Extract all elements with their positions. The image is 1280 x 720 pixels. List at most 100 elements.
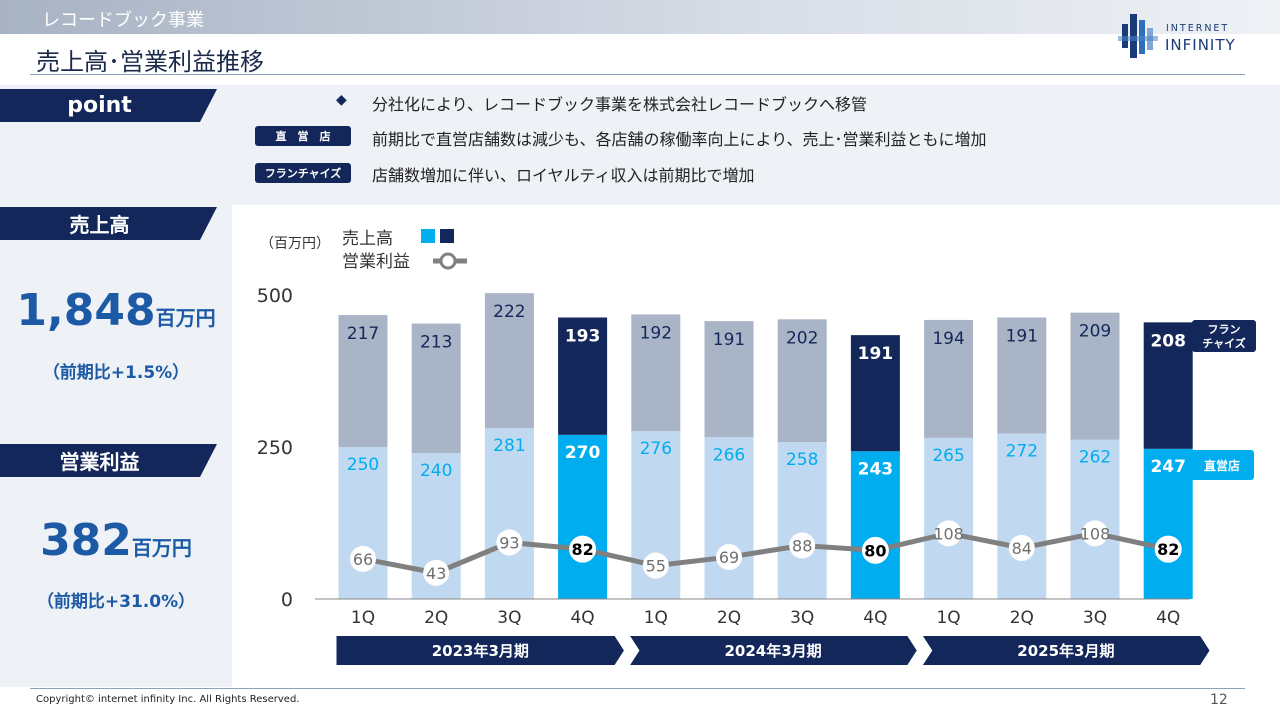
- bar-franchise: [411, 323, 461, 454]
- operating-profit-value-label: 43: [426, 564, 446, 583]
- direct-value-label: 258: [786, 450, 818, 470]
- point-tab-label: point: [67, 93, 132, 118]
- direct-value-label: 240: [420, 461, 452, 481]
- period-band: [919, 634, 1212, 667]
- franchise-value-label: 191: [713, 330, 745, 350]
- point-band: [0, 85, 1280, 205]
- operating-profit-value-label: 66: [353, 550, 373, 569]
- bar-direct: [338, 447, 388, 599]
- page-title: 売上高･営業利益推移: [36, 48, 264, 76]
- direct-side-label: 直営店: [1204, 458, 1240, 473]
- page-number: 12: [1210, 692, 1228, 708]
- period-band: [626, 634, 920, 667]
- bar-franchise: [338, 315, 388, 447]
- operating-profit-marker: [1082, 520, 1108, 547]
- sales-yoy: （前期比+1.5%）: [42, 363, 190, 383]
- y-tick-label: 0: [281, 589, 293, 611]
- x-tick-label: 3Q: [790, 608, 814, 628]
- x-tick-label: 1Q: [936, 608, 960, 628]
- logo-text-line2: INFINITY: [1165, 36, 1236, 54]
- x-tick-label: 2Q: [424, 608, 448, 628]
- direct-value-label: 276: [640, 439, 672, 459]
- operating-profit-marker: [1008, 534, 1035, 561]
- y-tick-label: 250: [257, 437, 293, 459]
- legend-sales-label: 売上高: [342, 229, 393, 249]
- x-tick-label: 3Q: [497, 608, 521, 628]
- franchise-value-label: 193: [565, 326, 601, 346]
- bar-franchise: [924, 319, 974, 438]
- logo-mark-icon: [1118, 14, 1158, 58]
- bar-franchise: [631, 314, 681, 432]
- operating-profit-value-label: 108: [933, 524, 964, 543]
- franchise-value-label: 191: [1006, 326, 1038, 346]
- direct-value-label: 265: [932, 446, 964, 466]
- operating-profit-value-label: 82: [571, 540, 593, 559]
- franchise-value-label: 192: [640, 323, 672, 343]
- operating-profit-yoy: （前期比+31.0%）: [36, 592, 196, 612]
- operating-profit-total: 382百万円: [0, 515, 232, 566]
- operating-profit-tab: 営業利益: [0, 444, 217, 477]
- legend-line-marker: [439, 252, 457, 270]
- franchise-value-label: 208: [1150, 331, 1186, 351]
- period-label: 2024年3月期: [725, 642, 822, 660]
- operating-profit-value-label: 55: [646, 557, 666, 576]
- operating-profit-marker: [861, 536, 889, 564]
- bar-direct: [1070, 439, 1120, 599]
- bar-franchise: [558, 317, 608, 435]
- bar-direct: [1143, 448, 1193, 599]
- period-band: [334, 634, 627, 667]
- bar-direct: [997, 433, 1047, 599]
- operating-profit-value-label: 82: [1157, 540, 1179, 559]
- x-tick-label: 4Q: [863, 608, 887, 628]
- point-bullet-2: 前期比で直営店舗数は減少も、各店舗の稼働率向上により、売上･営業利益ともに増加: [372, 130, 987, 149]
- operating-profit-unit: 百万円: [131, 536, 192, 560]
- x-tick-label: 1Q: [351, 608, 375, 628]
- franchise-value-label: 222: [493, 302, 525, 322]
- x-tick-label: 3Q: [1083, 608, 1107, 628]
- sales-tab: 売上高: [0, 207, 217, 240]
- unit-label: （百万円）: [260, 236, 330, 252]
- operating-profit-marker: [789, 532, 816, 559]
- operating-profit-marker: [935, 520, 962, 547]
- franchise-value-label: 209: [1079, 322, 1111, 342]
- franchise-value-label: 213: [420, 333, 452, 353]
- direct-value-label: 250: [347, 455, 379, 475]
- period-label: 2025年3月期: [1017, 642, 1114, 660]
- bar-franchise: [704, 321, 754, 438]
- franchise-value-label: 217: [347, 324, 379, 344]
- sales-tab-label: 売上高: [69, 213, 130, 237]
- franchise-value-label: 194: [932, 329, 964, 349]
- bar-franchise: [997, 317, 1047, 434]
- bar-direct: [777, 442, 827, 599]
- diamond-bullet-icon: ◆: [336, 92, 347, 108]
- direct-value-label: 266: [713, 445, 745, 465]
- operating-profit-line: [362, 530, 1169, 576]
- title-divider: [30, 74, 1245, 75]
- point-bullet-1: 分社化により、レコードブック事業を株式会社レコードブックへ移管: [372, 95, 868, 114]
- legend-swatch-franchise: [440, 229, 454, 243]
- bar-franchise: [777, 319, 827, 443]
- direct-store-tag: 直 営 店: [255, 126, 351, 146]
- franchise-side-tag: [1192, 320, 1256, 352]
- operating-profit-value-label: 69: [719, 548, 739, 567]
- direct-value-label: 247: [1150, 457, 1186, 477]
- operating-profit-marker: [496, 529, 523, 556]
- logo-text-line1: INTERNET: [1166, 23, 1230, 34]
- chart-area: （百万円） 売上高 営業利益 0 250 500 217 250 213 240 222 281 193…: [235, 207, 1280, 687]
- direct-value-label: 281: [493, 436, 525, 456]
- operating-profit-value: 382: [40, 515, 132, 566]
- x-tick-label: 4Q: [1156, 608, 1180, 628]
- franchise-value-label: 202: [786, 328, 818, 348]
- bar-direct: [704, 437, 754, 599]
- operating-profit-value-label: 93: [499, 533, 519, 552]
- bar-direct: [558, 434, 608, 599]
- direct-value-label: 272: [1006, 442, 1038, 462]
- franchise-tag: フランチャイズ: [255, 163, 351, 183]
- operating-profit-tab-label: 営業利益: [59, 450, 140, 474]
- bar-franchise: [1070, 312, 1120, 440]
- bar-direct: [850, 451, 900, 599]
- direct-value-label: 270: [565, 443, 601, 463]
- point-bullet-3: 店舗数増加に伴い、ロイヤルティ収入は前期比で増加: [372, 166, 755, 185]
- bar-direct: [924, 437, 974, 599]
- bar-franchise: [850, 335, 900, 452]
